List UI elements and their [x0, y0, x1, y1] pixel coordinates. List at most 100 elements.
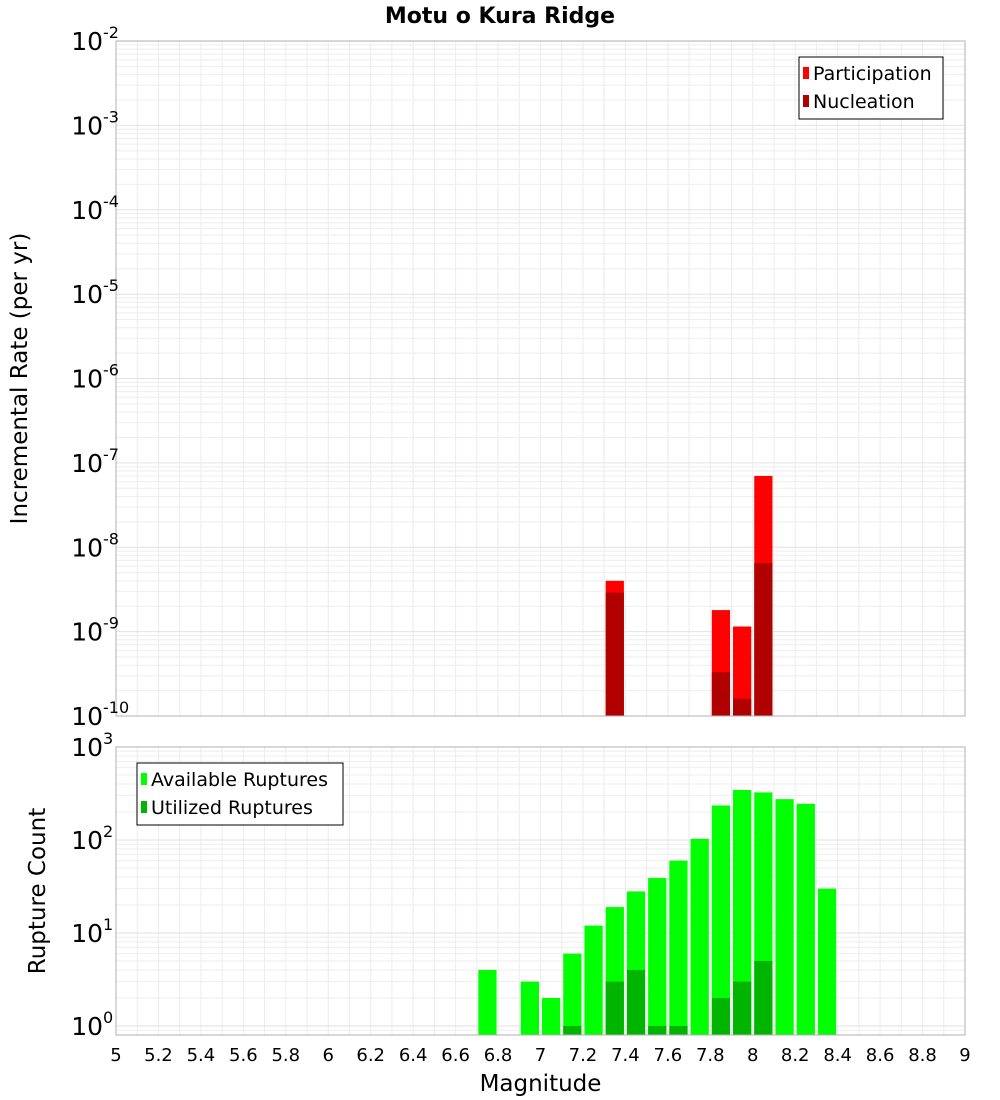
y-tick-base: 10 [71, 196, 103, 225]
x-tick-label: 6.2 [356, 1045, 385, 1066]
x-tick-label: 7 [535, 1045, 546, 1066]
bar-available-ruptures [563, 953, 582, 1035]
y-tick-label: 10 -7 [71, 445, 119, 478]
bar-utilized-ruptures [605, 981, 624, 1035]
bar-available-ruptures [817, 888, 837, 1035]
x-tick-label: 8.6 [866, 1045, 895, 1066]
x-tick-label: 8.4 [823, 1045, 852, 1066]
y-tick-label: 10 -2 [71, 23, 119, 56]
count-panel-y-axis-label: Rupture Count [25, 808, 51, 974]
y-tick-exponent: -3 [103, 107, 119, 126]
x-tick-label: 6.8 [484, 1045, 513, 1066]
count-panel-bars [478, 789, 837, 1035]
bar-available-ruptures [584, 925, 603, 1035]
bar-utilized-ruptures [563, 1025, 582, 1035]
y-tick-base: 10 [71, 702, 103, 731]
rate-panel-y-ticks: 10-210-310-410-510-610-710-810-910-10 [71, 23, 129, 731]
y-tick-base: 10 [71, 733, 103, 762]
bar-nucleation [754, 563, 773, 716]
y-tick-exponent: -6 [103, 361, 119, 380]
y-tick-label: 10 3 [71, 729, 113, 762]
y-tick-exponent: 0 [103, 1008, 113, 1027]
x-tick-label: 5.4 [187, 1045, 216, 1066]
y-tick-label: 10 -5 [71, 276, 119, 309]
rate-panel-bars [605, 475, 773, 716]
y-tick-base: 10 [71, 111, 103, 140]
legend-box [136, 762, 344, 826]
x-tick-label: 5.2 [144, 1045, 173, 1066]
bar-available-ruptures [542, 997, 561, 1035]
y-tick-base: 10 [71, 27, 103, 56]
y-tick-exponent: -5 [103, 276, 119, 295]
y-tick-label: 10 -3 [71, 107, 119, 140]
legend-label: Utilized Ruptures [151, 797, 313, 819]
x-tick-label: 8.8 [908, 1045, 937, 1066]
legend-label: Participation [813, 63, 932, 85]
x-axis-label: Magnitude [480, 1071, 602, 1097]
bar-utilized-ruptures [733, 981, 752, 1035]
bar-available-ruptures [669, 860, 688, 1035]
bar-available-ruptures [648, 878, 667, 1035]
x-tick-label: 5.8 [271, 1045, 300, 1066]
x-tick-label: 5.6 [229, 1045, 258, 1066]
legend-swatch [141, 773, 147, 785]
rate-panel-grid [115, 40, 966, 717]
y-tick-label: 10 1 [71, 915, 113, 948]
bar-nucleation [733, 698, 752, 716]
y-tick-base: 10 [71, 1012, 103, 1041]
y-tick-base: 10 [71, 365, 103, 394]
chart-title: Motu o Kura Ridge [385, 4, 615, 29]
legend-label: Nucleation [813, 91, 915, 113]
y-tick-base: 10 [71, 449, 103, 478]
x-tick-label: 7.4 [611, 1045, 640, 1066]
legend-box [798, 56, 944, 120]
x-tick-label: 6 [323, 1045, 334, 1066]
bar-participation [733, 626, 752, 716]
y-tick-exponent: -9 [103, 614, 119, 633]
bar-utilized-ruptures [711, 997, 731, 1035]
bar-nucleation [605, 592, 624, 716]
y-tick-label: 10 -6 [71, 361, 119, 394]
y-tick-exponent: -7 [103, 445, 119, 464]
y-tick-label: 10 0 [71, 1008, 113, 1041]
y-tick-exponent: -2 [103, 23, 119, 42]
x-tick-label: 7.6 [654, 1045, 683, 1066]
rate-panel-frame [115, 40, 966, 717]
y-tick-exponent: 2 [103, 822, 113, 841]
bar-available-ruptures [520, 981, 539, 1035]
y-tick-exponent: 1 [103, 915, 113, 934]
count-panel-frame [115, 746, 966, 1036]
y-tick-exponent: -4 [103, 192, 119, 211]
bar-available-ruptures [478, 969, 497, 1035]
x-tick-label: 6.4 [399, 1045, 428, 1066]
legend-swatch [141, 801, 147, 813]
rate-panel-y-axis-label: Incremental Rate (per yr) [7, 233, 33, 525]
y-tick-label: 10 -4 [71, 192, 119, 225]
bar-utilized-ruptures [754, 960, 773, 1035]
y-tick-exponent: 3 [103, 729, 113, 748]
bar-available-ruptures [733, 789, 752, 1035]
y-tick-label: 10 -9 [71, 614, 119, 647]
x-tick-label: 7.2 [569, 1045, 598, 1066]
y-tick-label: 10 -10 [71, 698, 129, 731]
rate-panel-legend: Participation Nucleation [798, 56, 944, 120]
bar-available-ruptures [711, 805, 731, 1035]
y-tick-base: 10 [71, 533, 103, 562]
bar-utilized-ruptures [626, 969, 646, 1035]
y-tick-exponent: -10 [103, 698, 129, 717]
x-tick-label: 7.8 [696, 1045, 725, 1066]
y-tick-base: 10 [71, 280, 103, 309]
legend-swatch [803, 95, 809, 107]
legend-swatch [803, 67, 809, 79]
y-tick-base: 10 [71, 826, 103, 855]
y-tick-base: 10 [71, 618, 103, 647]
y-tick-exponent: -8 [103, 529, 119, 548]
y-tick-base: 10 [71, 919, 103, 948]
count-panel-x-ticks: 5 5.2 5.4 5.6 5.8 6 6.2 6.4 6.6 6.8 7 7.2 7.4 7.6 7.8 8… [110, 1045, 970, 1066]
y-tick-label: 10 -8 [71, 529, 119, 562]
x-tick-label: 5 [110, 1045, 121, 1066]
x-tick-label: 8 [747, 1045, 758, 1066]
x-tick-label: 6.6 [441, 1045, 470, 1066]
